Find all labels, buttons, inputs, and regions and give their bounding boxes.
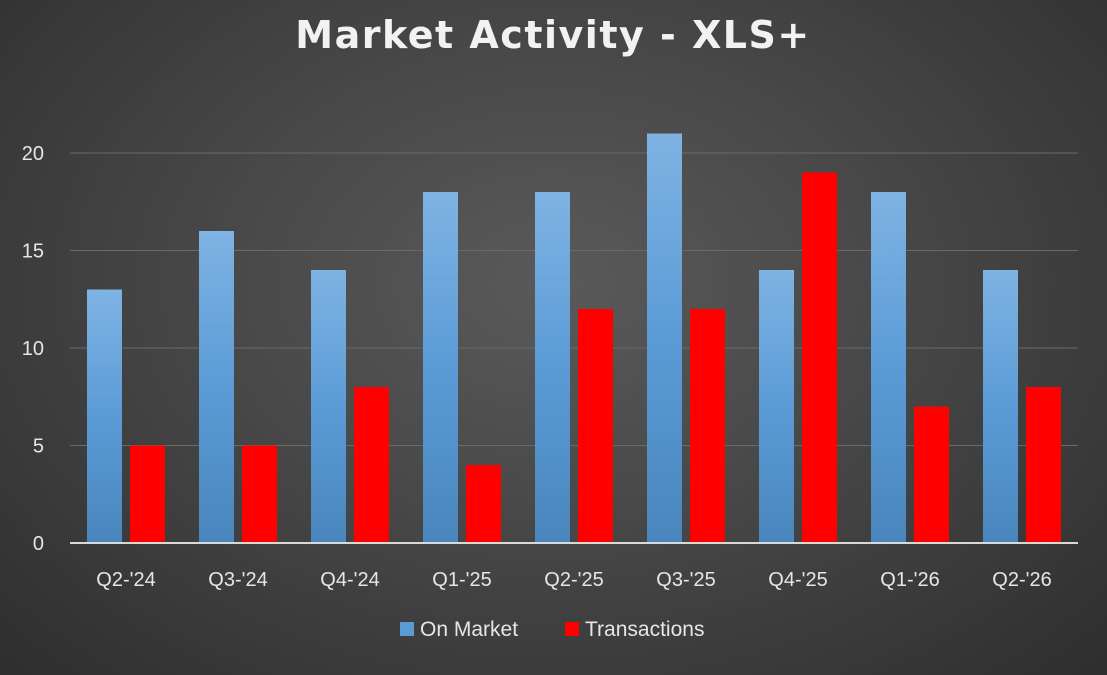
- legend-label-on-market: On Market: [420, 618, 518, 641]
- y-tick-label-0: 0: [33, 533, 44, 555]
- y-tick-label-5: 5: [33, 436, 44, 458]
- x-tick-label-6: Q4-'25: [768, 569, 827, 591]
- bar-on-market-2: [311, 270, 346, 543]
- bar-transactions-2: [354, 387, 389, 543]
- bar-on-market-4: [535, 192, 570, 543]
- axes: 0 5 10 15 20 Q2-'24 Q3-'24 Q4-'24 Q1-'25 Q2-'25 Q3…: [22, 143, 1078, 591]
- legend-label-transactions: Transactions: [585, 618, 704, 641]
- bar-transactions-7: [914, 406, 949, 543]
- y-tick-label-15: 15: [22, 241, 44, 263]
- gridlines: [70, 152, 1078, 446]
- bar-transactions-3: [466, 465, 501, 543]
- bar-transactions-5: [690, 309, 725, 543]
- x-tick-label-5: Q3-'25: [656, 569, 715, 591]
- bar-transactions-6: [802, 172, 837, 543]
- x-tick-label-3: Q1-'25: [432, 569, 491, 591]
- chart-title: Market Activity - XLS+: [295, 13, 810, 57]
- bar-on-market-1: [199, 231, 234, 543]
- x-tick-label-4: Q2-'25: [544, 569, 603, 591]
- bar-on-market-3: [423, 192, 458, 543]
- bar-on-market-5: [647, 133, 682, 543]
- bar-transactions-1: [242, 445, 277, 543]
- legend: On Market Transactions: [400, 618, 704, 641]
- legend-swatch-transactions: [565, 622, 579, 636]
- bar-transactions-0: [130, 445, 165, 543]
- bar-on-market-8: [983, 270, 1018, 543]
- legend-swatch-on-market: [400, 622, 414, 636]
- bar-on-market-6: [759, 270, 794, 543]
- bar-transactions-4: [578, 309, 613, 543]
- bars: [87, 133, 1061, 543]
- y-tick-label-10: 10: [22, 338, 44, 360]
- x-tick-label-1: Q3-'24: [208, 569, 267, 591]
- x-tick-label-7: Q1-'26: [880, 569, 939, 591]
- x-tick-label-2: Q4-'24: [320, 569, 379, 591]
- x-tick-label-8: Q2-'26: [992, 569, 1051, 591]
- bar-on-market-0: [87, 289, 122, 543]
- bar-on-market-7: [871, 192, 906, 543]
- bar-transactions-8: [1026, 387, 1061, 543]
- x-tick-label-0: Q2-'24: [96, 569, 155, 591]
- y-tick-label-20: 20: [22, 143, 44, 165]
